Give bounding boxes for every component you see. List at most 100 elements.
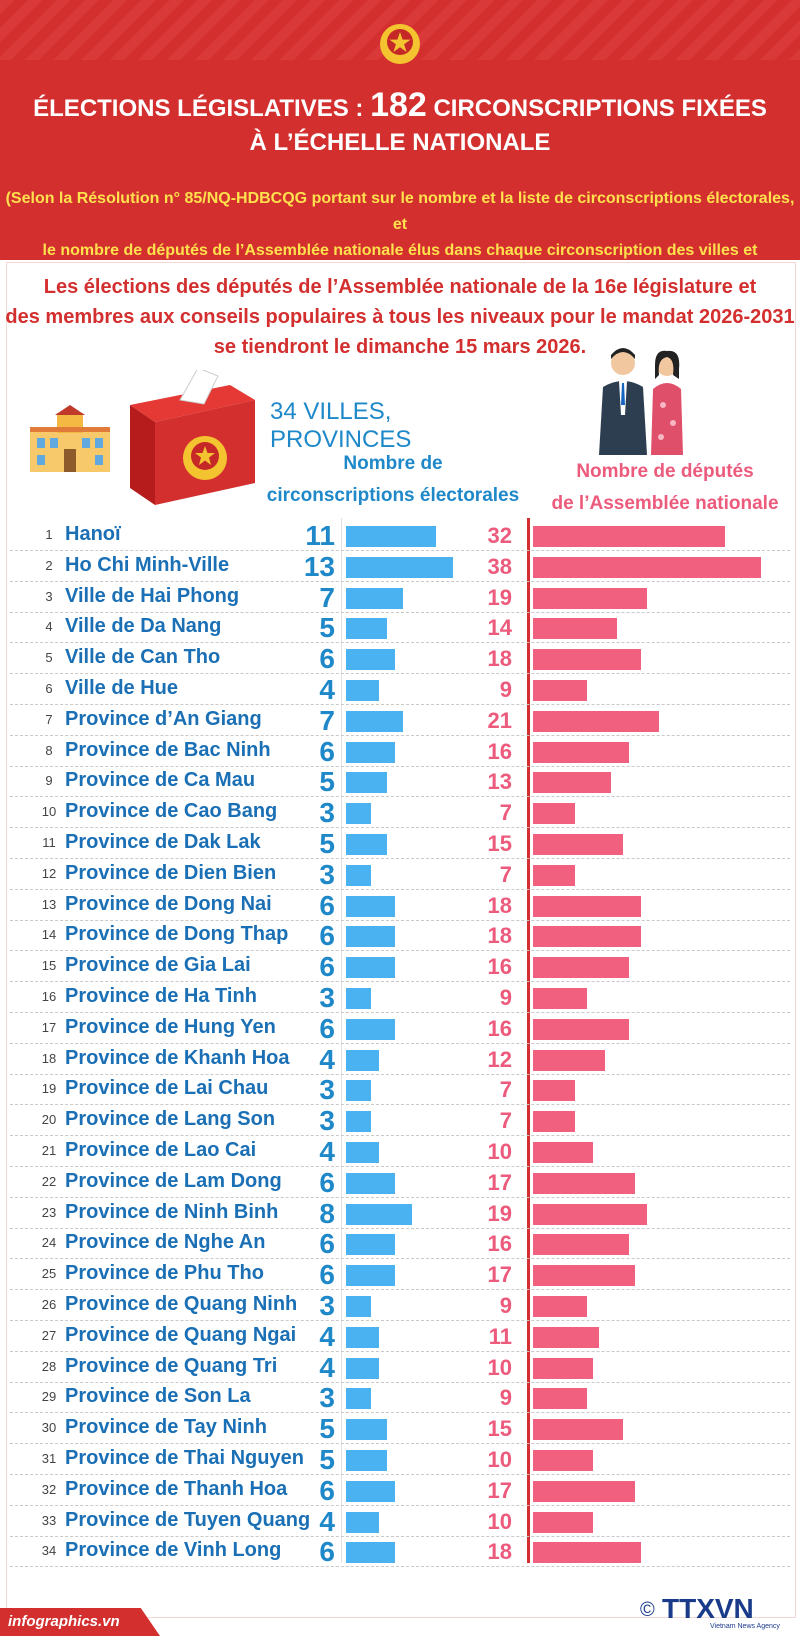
row-index: 4 [45, 619, 53, 635]
deputes-bar [533, 1080, 575, 1102]
locality-name: Province de Gia Lai [65, 954, 251, 977]
footer-site[interactable]: infographics.vn [8, 1613, 120, 1630]
circonscriptions-value: 3 [319, 1074, 335, 1106]
deputes-bar [533, 1296, 587, 1317]
circonscriptions-value: 4 [319, 1043, 335, 1075]
table-row: 16 Province de Ha Tinh 3 9 [0, 982, 800, 1013]
deputes-value: 17 [487, 1477, 512, 1503]
circonscriptions-value: 6 [319, 735, 335, 767]
row-index: 23 [41, 1204, 57, 1220]
table-row: 15 Province de Gia Lai 6 16 [0, 951, 800, 983]
national-emblem-icon [380, 24, 420, 64]
row-index: 27 [41, 1327, 57, 1343]
table-row: 2 Ho Chi Minh-Ville 13 38 [0, 551, 800, 582]
row-index: 30 [41, 1420, 57, 1436]
deputes-value: 10 [487, 1447, 512, 1472]
deputes-bar [533, 680, 587, 701]
circonscriptions-bar [346, 772, 387, 794]
row-index: 34 [41, 1543, 57, 1559]
circonscriptions-bar [346, 834, 387, 855]
ballot-box-icon [130, 370, 255, 505]
row-index: 31 [41, 1451, 57, 1466]
circonscriptions-bar [346, 1080, 371, 1102]
circonscriptions-bar [346, 1296, 371, 1317]
locality-name: Province de Phu Tho [65, 1262, 264, 1285]
table-row: 23 Province de Ninh Binh 8 19 [0, 1198, 800, 1229]
deputes-value: 19 [487, 1200, 512, 1226]
circonscriptions-header: Nombre de circonscriptions électorales [258, 448, 528, 512]
circonscriptions-value: 5 [319, 612, 335, 644]
row-index: 5 [45, 650, 53, 666]
title-suffix: CIRCONSCRIPTIONS FIXÉES [433, 95, 767, 122]
circonscriptions-bar [346, 618, 387, 640]
deputes-axis-line [527, 518, 530, 1563]
circonscriptions-value: 4 [319, 1136, 335, 1167]
locality-name: Province de Thai Nguyen [65, 1447, 304, 1469]
circonscriptions-value: 4 [319, 674, 335, 705]
row-index: 18 [41, 1050, 57, 1066]
locality-name: Province de Quang Ninh [65, 1293, 298, 1315]
locality-name: Province de Ca Mau [65, 769, 256, 792]
row-index: 9 [45, 773, 53, 789]
row-index: 2 [45, 557, 53, 573]
locality-name: Province de Khanh Hoa [65, 1046, 290, 1069]
row-index: 26 [41, 1297, 57, 1312]
circonscriptions-value: 6 [319, 1166, 335, 1198]
deputes-bar [533, 1480, 635, 1502]
row-index: 20 [41, 1112, 57, 1128]
circonscriptions-bar [346, 1234, 396, 1256]
intro-line1: Les élections des députés de l’Assemblée… [43, 276, 757, 298]
deputes-value: 9 [499, 1385, 512, 1411]
deputes-bar [533, 1388, 587, 1410]
circonscriptions-bar [346, 926, 396, 948]
circonscriptions-value: 5 [319, 1444, 335, 1475]
circonscriptions-bar [346, 1357, 379, 1379]
deputes-value: 19 [487, 584, 512, 610]
circonscriptions-bar [346, 1450, 387, 1471]
circonscriptions-value: 7 [319, 704, 335, 736]
title-number: 182 [370, 86, 427, 124]
row-index: 3 [45, 588, 53, 604]
table-row: 27 Province de Quang Ngai 4 11 [0, 1321, 800, 1352]
deputes-bar [533, 556, 761, 578]
header-banner: ÉLECTIONS LÉGISLATIVES : 182 CIRCONSCRIP… [0, 0, 800, 285]
delegates-illustration [599, 348, 683, 455]
circonscriptions-value: 3 [319, 1382, 335, 1414]
table-row: 5 Ville de Can Tho 6 18 [0, 643, 800, 675]
deputes-bar [533, 1542, 641, 1564]
deputes-bar [533, 1265, 635, 1287]
row-index: 28 [41, 1358, 57, 1374]
locality-name: Province de Dong Thap [65, 923, 289, 946]
row-index: 32 [41, 1481, 57, 1497]
circonscriptions-value: 6 [319, 920, 335, 952]
circonscriptions-bar [346, 1111, 371, 1133]
intro-line2: des membres aux conseils populaires à to… [5, 306, 795, 328]
circonscriptions-value: 8 [319, 1197, 335, 1229]
table-row: 18 Province de Khanh Hoa 4 12 [0, 1044, 800, 1075]
circonscriptions-value: 6 [319, 1259, 335, 1291]
title-line2: À L’ÉCHELLE NATIONALE [249, 129, 551, 156]
circonscriptions-bar [346, 587, 404, 609]
circonscriptions-bar [346, 1388, 371, 1410]
circonscriptions-bar [346, 1511, 379, 1533]
deputes-value: 16 [487, 1231, 512, 1257]
table-row: 7 Province d’An Giang 7 21 [0, 705, 800, 736]
deputes-value: 7 [499, 800, 512, 826]
circonscriptions-bar [346, 556, 453, 578]
table-row: 32 Province de Thanh Hoa 6 17 [0, 1475, 800, 1506]
deputes-value: 18 [487, 646, 512, 672]
circonscriptions-bar [346, 1018, 396, 1040]
circonscriptions-bar [346, 1419, 387, 1441]
table-row: 29 Province de Son La 3 9 [0, 1382, 800, 1414]
deputes-value: 21 [487, 707, 512, 733]
deputes-bar [533, 864, 575, 886]
deputes-bar [533, 772, 611, 794]
circ-header-line1: Nombre de [343, 453, 443, 474]
locality-name: Province de Tuyen Quang [65, 1508, 311, 1531]
table-row: 22 Province de Lam Dong 6 17 [0, 1167, 800, 1198]
locality-name: Province de Lang Son [65, 1108, 276, 1131]
deputes-bar [533, 1142, 593, 1163]
locality-name: Ville de Hai Phong [65, 584, 240, 607]
table-row: 10 Province de Cao Bang 3 7 [0, 797, 800, 829]
